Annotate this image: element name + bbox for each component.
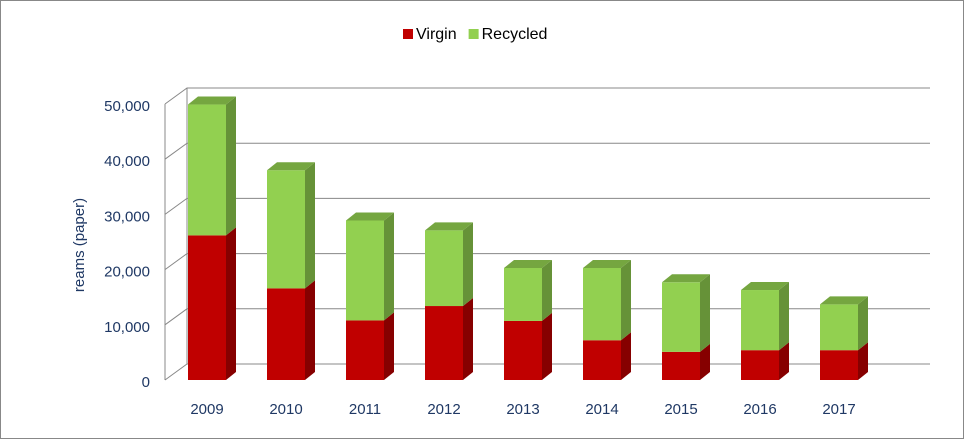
bar-top (425, 222, 473, 231)
bar (267, 170, 305, 289)
x-tick-label: 2014 (585, 401, 618, 418)
bar (504, 267, 542, 321)
bar-side (463, 222, 473, 307)
bar-side (384, 312, 394, 380)
bar-top (346, 212, 394, 221)
bar-top (662, 274, 710, 283)
bar-side (858, 296, 868, 351)
bar (820, 304, 858, 351)
x-tick-label: 2013 (506, 401, 539, 418)
legend-label: Recycled (482, 26, 548, 43)
bar (741, 350, 779, 380)
bar-side (621, 259, 631, 341)
legend-label: Virgin (416, 26, 457, 43)
bar-side (779, 282, 789, 351)
bar (583, 340, 621, 380)
bar-side (542, 259, 552, 321)
bar (662, 282, 700, 352)
x-tick-label: 2012 (427, 401, 460, 418)
bar-side (858, 342, 868, 380)
bar-side (542, 312, 552, 380)
bar (662, 351, 700, 380)
bar-top (188, 96, 236, 105)
bar (346, 220, 384, 321)
x-tick-label: 2016 (743, 401, 776, 418)
bar-side (305, 280, 315, 380)
grid-line (164, 197, 930, 215)
grid-line (164, 253, 930, 271)
bar-side (226, 96, 236, 236)
bar (820, 350, 858, 380)
x-tick-label: 2010 (269, 401, 302, 418)
y-tick-label: 20,000 (104, 264, 150, 281)
bar (425, 306, 463, 380)
grid-line (164, 87, 930, 105)
x-tick-label: 2015 (664, 401, 697, 418)
y-tick-label: 50,000 (104, 98, 150, 115)
bar-side (621, 332, 631, 380)
bar (583, 267, 621, 341)
bar (188, 104, 226, 236)
bar-side (463, 298, 473, 380)
bar (267, 288, 305, 380)
y-tick-label: 10,000 (104, 319, 150, 336)
x-tick-label: 2017 (822, 401, 855, 418)
legend-swatch (403, 29, 413, 39)
bar-side (700, 274, 710, 352)
bar-side (384, 212, 394, 321)
y-tick-label: 40,000 (104, 153, 150, 170)
bar-top (267, 162, 315, 171)
bar (741, 290, 779, 351)
bar-top (820, 296, 868, 305)
y-axis-title: reams (paper) (71, 198, 88, 292)
bar-side (226, 227, 236, 380)
x-tick-label: 2009 (190, 401, 223, 418)
bar-top (583, 259, 631, 268)
bar (504, 320, 542, 380)
bar (188, 235, 226, 380)
bar (425, 230, 463, 307)
bar-top (741, 282, 789, 291)
bar-side (305, 162, 315, 289)
bar-top (504, 259, 552, 268)
legend-swatch (468, 29, 479, 39)
y-tick-label: 30,000 (104, 208, 150, 225)
grid-line (164, 142, 930, 160)
bar-side (700, 343, 710, 380)
x-tick-label: 2011 (349, 401, 381, 418)
y-tick-label: 0 (142, 374, 150, 391)
bar-side (779, 342, 789, 380)
bar (346, 320, 384, 380)
